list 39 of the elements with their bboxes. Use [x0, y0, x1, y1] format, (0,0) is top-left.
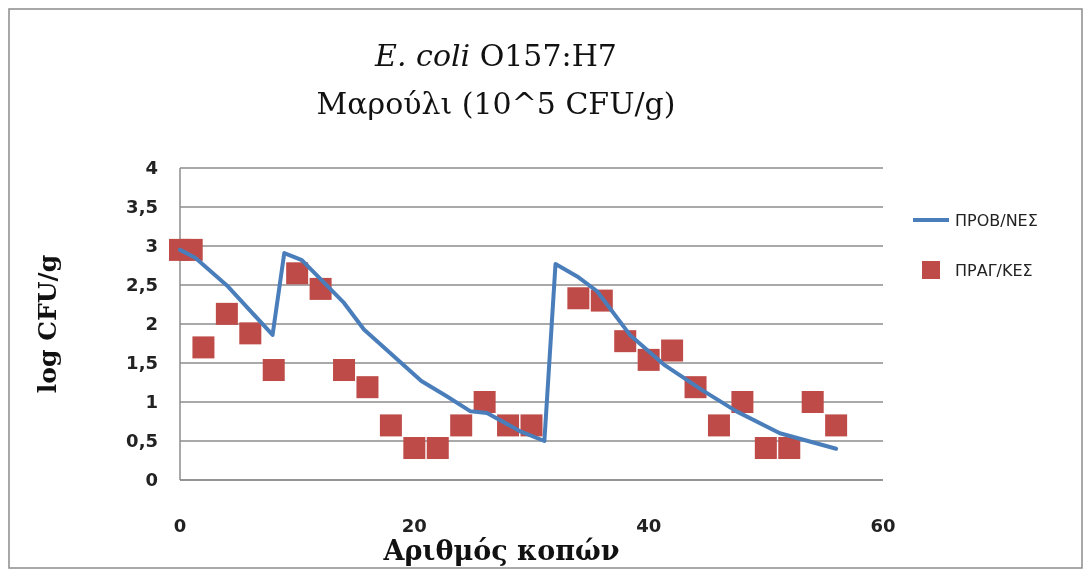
point	[567, 287, 590, 310]
y-tick-label: 3	[145, 235, 158, 257]
point	[707, 414, 730, 437]
x-axis-title: Αριθμός κοπών	[382, 535, 620, 566]
point	[450, 414, 473, 437]
y-tick-label: 0,5	[126, 430, 158, 452]
legend-label: ΠΡΟΒ/ΝΕΣ	[955, 210, 1038, 230]
point	[778, 437, 801, 460]
point	[286, 262, 309, 285]
y-tick-label: 2,5	[126, 274, 158, 296]
chart-title: E. coli O157:H7 Μαρούλι (10^5 CFU/g)	[316, 38, 676, 121]
y-tick-label: 0	[145, 469, 158, 491]
point	[520, 414, 543, 437]
point	[215, 302, 238, 325]
point	[825, 414, 848, 437]
point	[239, 322, 262, 345]
point	[801, 391, 824, 413]
legend-label: ΠΡΑΓ/ΚΕΣ	[955, 260, 1033, 280]
y-tick-label: 3,5	[126, 196, 158, 218]
y-tick-label: 1,5	[126, 352, 158, 374]
y-tick-label: 1	[145, 391, 158, 413]
x-tick-label: 20	[401, 515, 427, 536]
point	[754, 437, 777, 460]
y-axis-title: log CFU/g	[33, 254, 62, 394]
x-tick-label: 40	[636, 515, 662, 536]
point	[333, 359, 356, 382]
point	[403, 437, 426, 460]
point	[356, 376, 379, 399]
point	[473, 391, 496, 413]
point	[192, 336, 215, 359]
point	[661, 339, 684, 362]
point	[426, 437, 449, 460]
y-tick-label: 2	[145, 313, 158, 335]
point	[731, 391, 754, 413]
y-tick-label: 4	[145, 157, 158, 179]
x-tick-label: 60	[870, 515, 896, 536]
x-tick-label: 0	[173, 515, 187, 536]
point	[379, 414, 402, 437]
point	[262, 359, 285, 382]
